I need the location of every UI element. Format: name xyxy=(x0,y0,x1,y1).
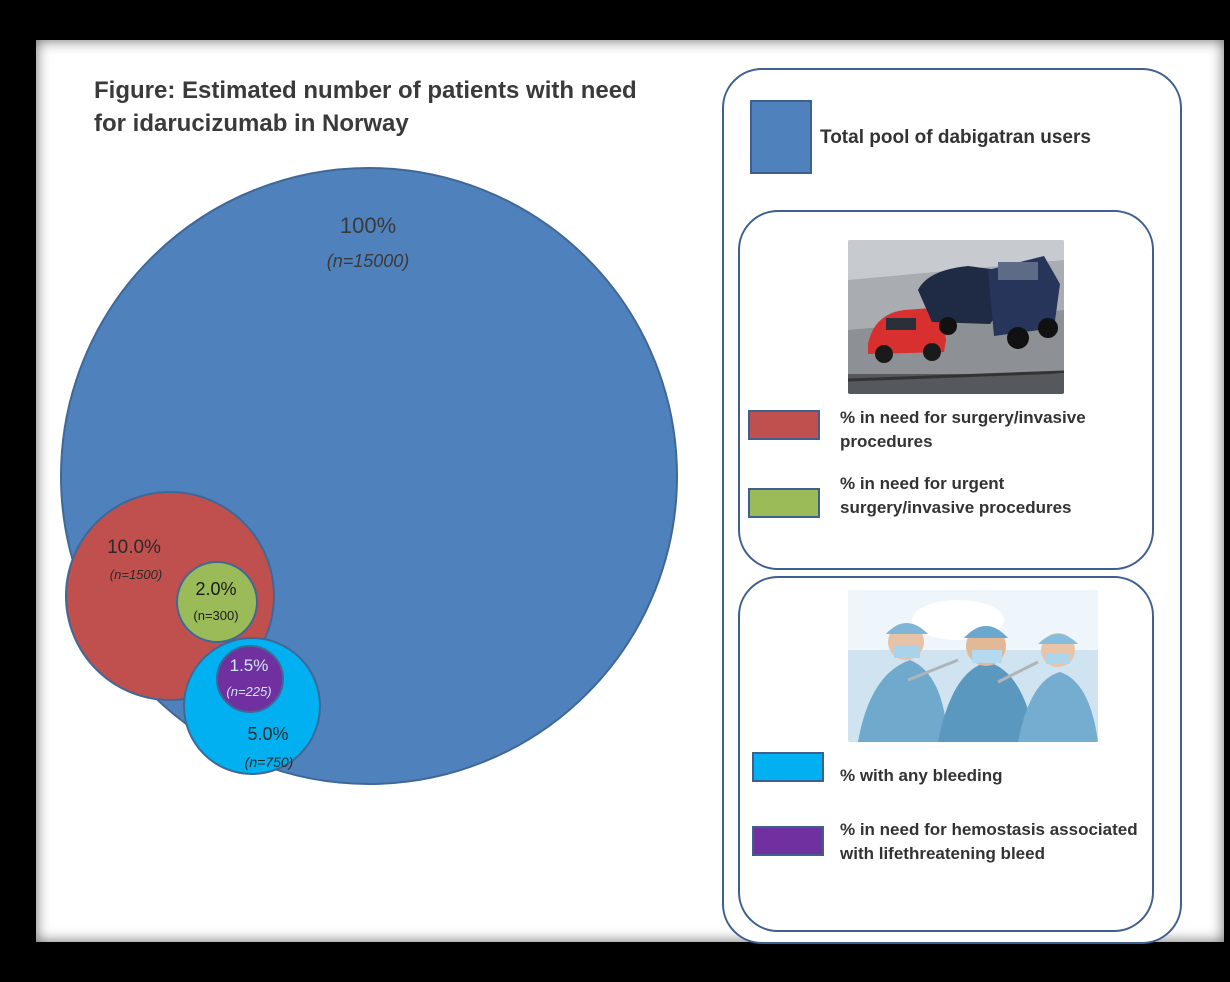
legend-swatch-total xyxy=(750,100,812,174)
legend-swatch-surgery xyxy=(748,410,820,440)
bubble-surgery-percent: 10.0% xyxy=(107,537,161,558)
bubble-bleeding-count: (n=750) xyxy=(245,754,294,770)
figure-frame: Figure: Estimated number of patients wit… xyxy=(36,40,1224,942)
surgeons-photo xyxy=(848,590,1098,742)
bubble-bleeding-percent: 5.0% xyxy=(247,724,288,744)
legend-label-bleeding: % with any bleeding xyxy=(840,764,1120,788)
legend-swatch-bleeding xyxy=(752,752,824,782)
bubble-chart: 100% (n=15000) 10.0% (n=1500) 5.0% (n=750) 2.0… xyxy=(36,40,726,942)
bubble-hemostasis-percent: 1.5% xyxy=(230,656,269,675)
car-crash-photo xyxy=(848,240,1064,394)
legend-swatch-hemostasis xyxy=(752,826,824,856)
bubble-surgery-count: (n=1500) xyxy=(110,567,162,582)
bubble-urgent xyxy=(177,562,257,642)
legend-group-surgery: % in need for surgery/invasive procedure… xyxy=(738,210,1154,570)
legend-label-surgery: % in need for surgery/invasive procedure… xyxy=(840,406,1140,454)
legend-label-total: Total pool of dabigatran users xyxy=(820,126,1160,150)
bubble-total-percent: 100% xyxy=(340,213,396,238)
bubble-total-count: (n=15000) xyxy=(327,251,410,271)
legend-label-urgent: % in need for urgent surgery/invasive pr… xyxy=(840,472,1120,520)
bubble-urgent-count: (n=300) xyxy=(193,608,238,623)
legend-swatch-urgent xyxy=(748,488,820,518)
bubble-hemostasis-count: (n=225) xyxy=(226,684,271,699)
legend-group-bleeding: % with any bleeding % in need for hemost… xyxy=(738,576,1154,932)
legend-label-hemostasis: % in need for hemostasis associated with… xyxy=(840,818,1140,866)
bubble-urgent-percent: 2.0% xyxy=(195,579,236,599)
